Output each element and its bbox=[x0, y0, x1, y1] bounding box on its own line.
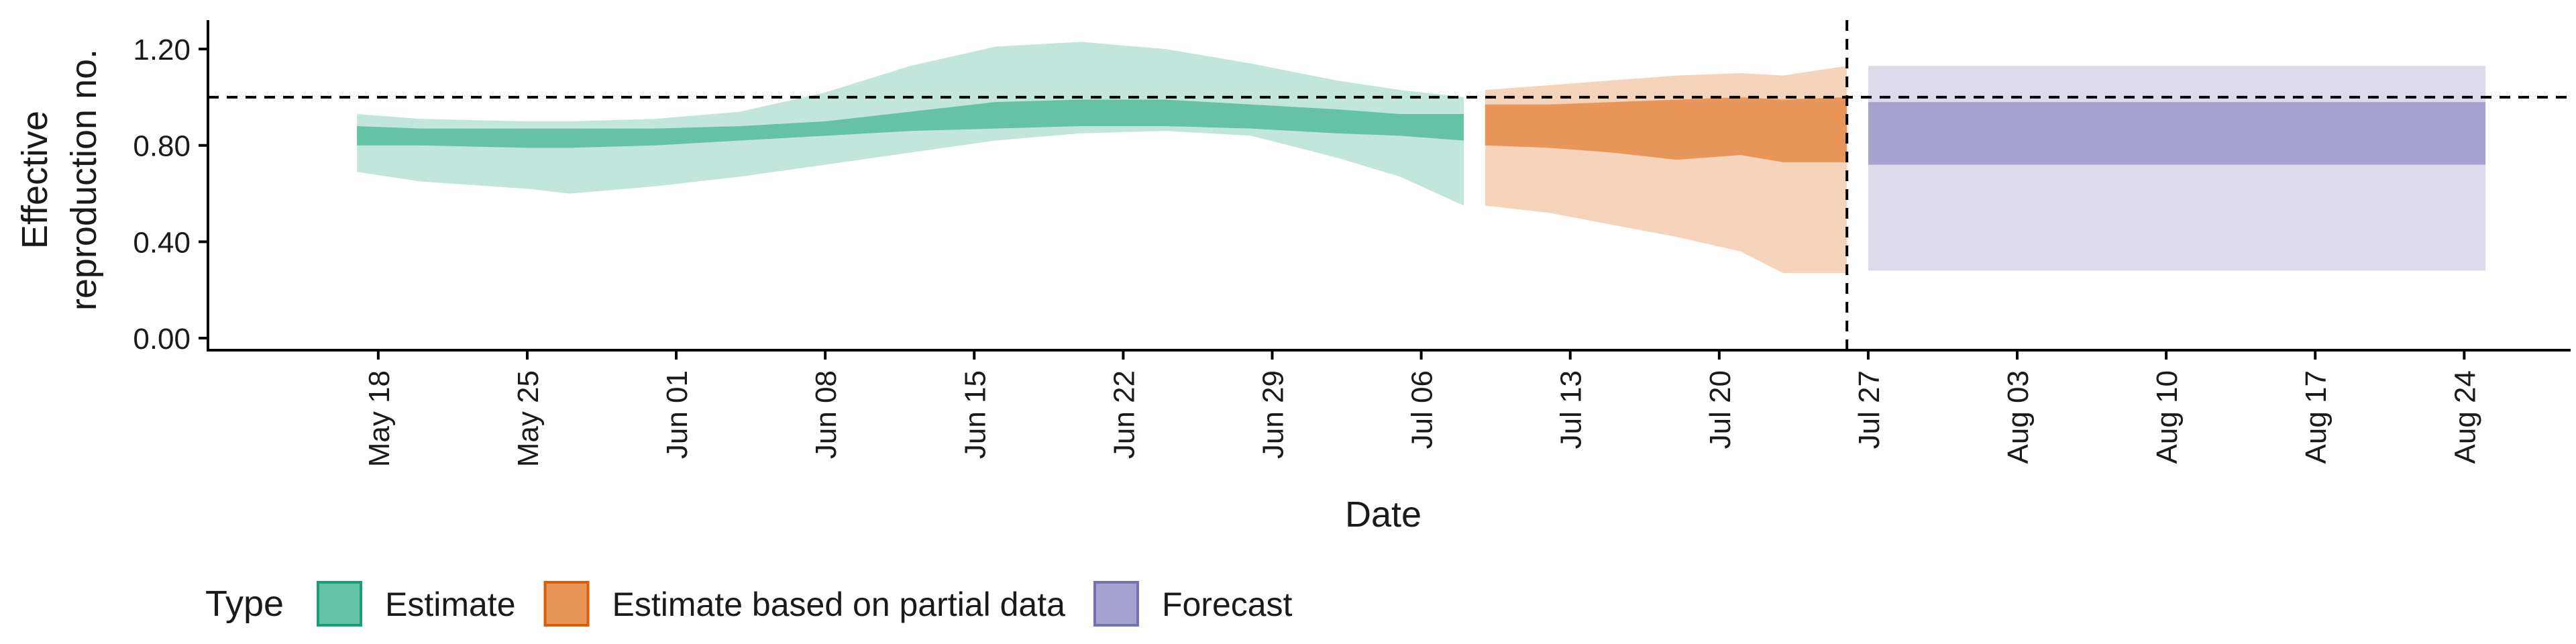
x-tick-label: Jun 15 bbox=[959, 370, 991, 459]
y-tick-label: 0.00 bbox=[133, 323, 191, 356]
legend-title: Type bbox=[205, 584, 284, 624]
x-tick-label: Jun 01 bbox=[661, 370, 694, 459]
x-axis-title: Date bbox=[1345, 494, 1421, 535]
x-tick-label: Jun 22 bbox=[1108, 370, 1140, 459]
x-tick-label: May 18 bbox=[363, 370, 396, 467]
y-tick-label: 0.80 bbox=[133, 130, 191, 163]
credible-interval-bands bbox=[357, 42, 2486, 274]
x-tick-label: Jun 29 bbox=[1256, 370, 1289, 459]
estimate-inner-band bbox=[357, 99, 1464, 148]
x-tick-label: Aug 03 bbox=[2002, 370, 2035, 464]
legend-key-estimate-based-on-partial-data bbox=[543, 581, 590, 627]
legend-key-estimate bbox=[317, 581, 362, 627]
x-tick-label: Jul 06 bbox=[1406, 370, 1439, 449]
legend-label-estimate-based-on-partial-data: Estimate based on partial data bbox=[612, 586, 1066, 623]
x-tick-label: Jul 13 bbox=[1555, 370, 1588, 449]
y-axis-ticks: 0.00 0.40 0.80 1.20 bbox=[133, 34, 208, 356]
x-axis-ticks: May 18 May 25 Jun 01 Jun 08 Jun 15 Jun 22 Jun … bbox=[363, 350, 2481, 467]
x-tick-label: Aug 17 bbox=[2300, 370, 2332, 464]
x-tick-label: Jun 08 bbox=[810, 370, 843, 459]
x-tick-label: Jul 27 bbox=[1853, 370, 1886, 449]
y-axis-title-line-1: Effective bbox=[15, 111, 55, 249]
x-tick-label: Aug 10 bbox=[2151, 370, 2184, 464]
legend-label-estimate: Estimate bbox=[385, 586, 516, 623]
legend: Type Estimate Estimate based on partial d… bbox=[205, 581, 1293, 627]
forecast-inner-band bbox=[1868, 102, 2486, 165]
x-tick-label: May 25 bbox=[512, 370, 545, 467]
x-tick-label: Aug 24 bbox=[2449, 370, 2481, 464]
axes bbox=[207, 20, 2571, 352]
x-tick-label: Jul 20 bbox=[1704, 370, 1737, 449]
y-axis-title-line-2: reproduction no. bbox=[64, 49, 104, 311]
legend-key-forecast bbox=[1093, 581, 1139, 627]
y-tick-label: 1.20 bbox=[133, 34, 191, 66]
y-tick-label: 0.40 bbox=[133, 226, 191, 259]
estimate-based-on-partial-data-inner-band bbox=[1485, 97, 1847, 162]
legend-label-forecast: Forecast bbox=[1162, 586, 1293, 623]
